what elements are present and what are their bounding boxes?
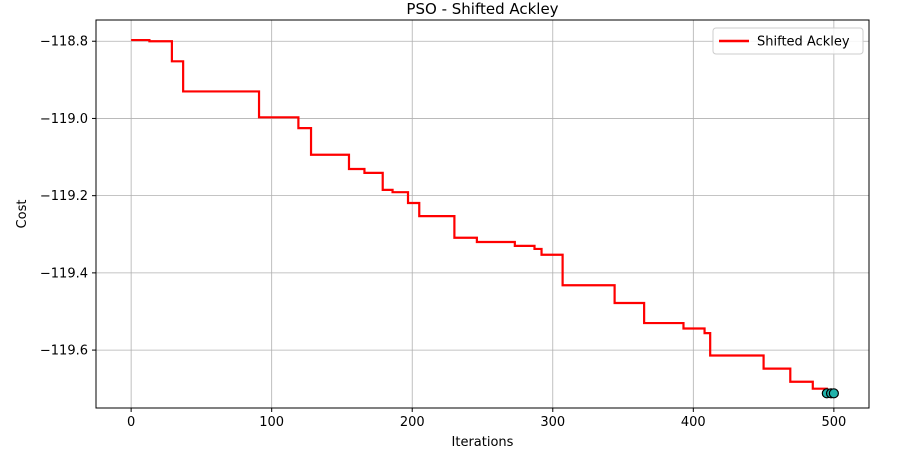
- x-tick-label: 200: [400, 415, 425, 430]
- legend-box: [712, 27, 864, 55]
- legend: Shifted Ackley: [712, 27, 864, 55]
- y-tick-label: −119.2: [40, 189, 88, 204]
- y-tick-label: −119.4: [40, 266, 88, 281]
- x-tick-label: 300: [540, 415, 565, 430]
- x-tick-label: 100: [259, 415, 284, 430]
- y-tick-label: −118.8: [40, 35, 88, 50]
- x-axis-title: Iterations: [452, 435, 514, 450]
- x-tick-label: 500: [821, 415, 846, 430]
- y-tick-label: −119.6: [40, 344, 88, 359]
- x-tick-label: 400: [681, 415, 706, 430]
- y-axis-title: Cost: [15, 200, 30, 229]
- x-tick-label: 0: [127, 415, 135, 430]
- y-tick-label: −119.0: [40, 112, 88, 127]
- end-markers: [821, 388, 839, 399]
- ticks: 0 100 200 300 400 500 −118.8 −119.0 −119.2 −119.4…: [40, 35, 846, 430]
- data-point-marker: [828, 388, 839, 399]
- series-line: [131, 38, 834, 395]
- grid: [96, 20, 869, 408]
- legend-label: Shifted Ackley: [757, 35, 850, 50]
- chart-title: PSO - Shifted Ackley: [406, 0, 558, 18]
- series-layer: [131, 38, 834, 395]
- plot-area-frame: [95, 19, 870, 409]
